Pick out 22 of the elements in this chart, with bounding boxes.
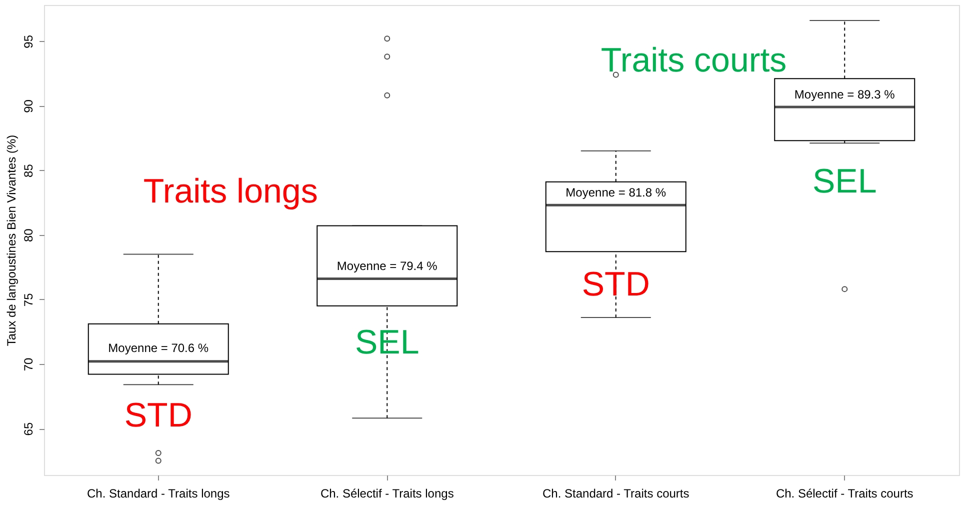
- y-tick-label: 95: [22, 34, 36, 48]
- y-tick-label: 85: [22, 164, 36, 178]
- annotation: SEL: [812, 162, 877, 201]
- annotation: Moyenne = 70.6 %: [108, 341, 209, 356]
- y-tick-label: 65: [22, 422, 36, 436]
- x-tick-label: Ch. Sélectif - Traits courts: [776, 486, 914, 500]
- x-tick-label: Ch. Sélectif - Traits longs: [320, 486, 454, 500]
- annotation: Traits longs: [143, 172, 318, 211]
- annotation: Moyenne = 89.3 %: [794, 87, 896, 102]
- annotation: Moyenne = 81.8 %: [566, 186, 666, 200]
- annotation: STD: [582, 266, 650, 304]
- x-tick-label: Ch. Standard - Traits courts: [542, 486, 690, 500]
- y-tick-label: 75: [22, 292, 36, 307]
- y-axis-title: Taux de langoustines Bien Vivantes (%): [4, 134, 18, 346]
- y-tick-label: 70: [22, 357, 36, 372]
- annotation: Moyenne = 79.4 %: [336, 258, 438, 273]
- y-tick-label: 80: [22, 228, 36, 242]
- y-tick-label: 90: [22, 99, 36, 113]
- annotation: Traits courts: [600, 41, 787, 80]
- annotation: SEL: [354, 323, 420, 362]
- x-tick-label: Ch. Standard - Traits longs: [87, 486, 230, 500]
- annotation: STD: [124, 396, 192, 434]
